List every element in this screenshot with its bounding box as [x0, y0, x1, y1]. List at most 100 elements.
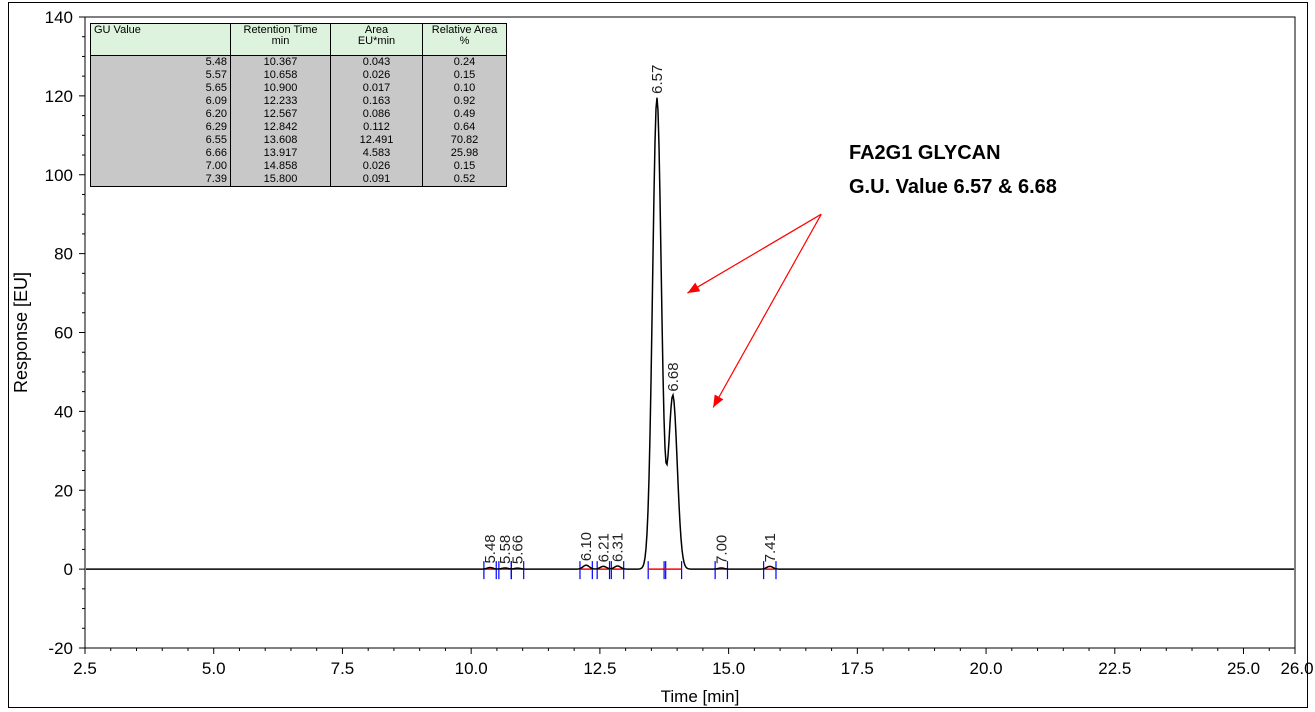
x-tick-label: 20.0 — [970, 659, 1003, 678]
table-row: 6.66 13.917 4.583 25.98 — [90, 147, 507, 160]
cell-rt: 15.800 — [230, 173, 331, 187]
peak-label: 6.57 — [649, 65, 666, 94]
table-row: 6.55 13.608 12.491 70.82 — [90, 134, 507, 147]
y-axis-title: Response [EU] — [11, 272, 31, 393]
y-tick-label: 80 — [54, 245, 73, 264]
peak-label: 7.41 — [762, 533, 779, 562]
x-tick-label: 17.5 — [841, 659, 874, 678]
cell-area: 0.091 — [330, 173, 423, 187]
y-tick-label: 120 — [45, 87, 73, 106]
header-area: Area EU*min — [330, 23, 423, 56]
table-row: 6.29 12.842 0.112 0.64 — [90, 121, 507, 134]
cell-gu: 7.39 — [90, 173, 231, 187]
x-tick-label: 12.5 — [583, 659, 616, 678]
y-tick-label: 100 — [45, 166, 73, 185]
peak-label: 6.68 — [665, 362, 682, 391]
cell-gu: 5.65 — [90, 82, 231, 95]
header-retention-time-label: Retention Time — [243, 24, 318, 36]
x-tick-label: 2.5 — [73, 659, 97, 678]
x-tick-label: 7.5 — [331, 659, 355, 678]
x-tick-label: 15.0 — [712, 659, 745, 678]
table-row: 7.39 15.800 0.091 0.52 — [90, 173, 507, 187]
cell-area: 0.112 — [330, 121, 423, 134]
cell-gu: 5.48 — [90, 55, 231, 69]
y-tick-label: 20 — [54, 481, 73, 500]
annotation-subtitle: G.U. Value 6.57 & 6.68 — [849, 176, 1057, 198]
x-tick-label: 22.5 — [1098, 659, 1131, 678]
table-header-row: GU Value Retention Time min Area EU*min … — [90, 23, 507, 56]
peak-label: 5.58 — [497, 535, 514, 564]
peak-label: 5.66 — [510, 535, 527, 564]
cell-rel-area: 0.15 — [422, 69, 507, 82]
y-tick-label: 140 — [45, 8, 73, 27]
peak-label: 5.48 — [482, 534, 499, 563]
table-row: 5.48 10.367 0.043 0.24 — [90, 55, 507, 69]
cell-area: 0.163 — [330, 95, 423, 108]
peak-label: 6.31 — [610, 533, 627, 562]
annotation-arrow-head — [687, 282, 701, 294]
cell-gu: 5.57 — [90, 69, 231, 82]
header-relative-area-unit: % — [459, 35, 470, 47]
cell-rt: 12.567 — [230, 108, 331, 121]
cell-rt: 12.233 — [230, 95, 331, 108]
header-retention-time: Retention Time min — [230, 23, 331, 56]
peak-labels: 5.485.585.66 6.10 6.216.31 6.57 6.68 7.00 7.41 — [482, 65, 779, 564]
cell-rt: 13.917 — [230, 147, 331, 160]
cell-gu: 6.09 — [90, 95, 231, 108]
peak-label: 6.21 — [595, 533, 612, 562]
cell-rel-area: 25.98 — [422, 147, 507, 160]
cell-rt: 10.658 — [230, 69, 331, 82]
cell-rel-area: 0.49 — [422, 108, 507, 121]
header-gu-value: GU Value — [90, 23, 231, 56]
chart-frame — [8, 2, 1308, 708]
cell-area: 0.043 — [330, 55, 423, 69]
cell-rel-area: 0.15 — [422, 160, 507, 173]
table-row: 7.00 14.858 0.026 0.15 — [90, 160, 507, 173]
x-tick-label: 5.0 — [202, 659, 226, 678]
cell-rel-area: 0.64 — [422, 121, 507, 134]
table-row: 5.65 10.900 0.017 0.10 — [90, 82, 507, 95]
annotation-title: FA2G1 GLYCAN — [849, 142, 1001, 164]
cell-gu: 6.29 — [90, 121, 231, 134]
annotation-arrow-line — [687, 213, 822, 294]
trace — [86, 97, 1294, 570]
cell-gu: 6.66 — [90, 147, 231, 160]
x-tick-label: 10.0 — [455, 659, 488, 678]
cell-rel-area: 0.92 — [422, 95, 507, 108]
peak-table: GU Value Retention Time min Area EU*min … — [90, 23, 507, 187]
cell-area: 0.086 — [330, 108, 423, 121]
annotation-arrow-line — [712, 213, 822, 408]
header-relative-area: Relative Area % — [422, 23, 507, 56]
y-tick-label: 40 — [54, 402, 73, 421]
cell-rel-area: 0.24 — [422, 55, 507, 69]
header-area-label: Area — [364, 24, 389, 36]
cell-rel-area: 0.52 — [422, 173, 507, 187]
cell-rel-area: 0.10 — [422, 82, 507, 95]
x-tick-label: 25.0 — [1227, 659, 1260, 678]
chromatogram-trace — [86, 97, 1294, 570]
header-retention-time-unit: min — [271, 35, 290, 47]
cell-rt: 13.608 — [230, 134, 331, 147]
annotation-arrow-head — [713, 394, 724, 408]
cell-rel-area: 70.82 — [422, 134, 507, 147]
cell-rt: 10.367 — [230, 55, 331, 69]
integration-marks — [483, 561, 777, 580]
cell-rt: 12.842 — [230, 121, 331, 134]
x-tick-label: 26.0 — [1280, 659, 1313, 678]
table-row: 6.20 12.567 0.086 0.49 — [90, 108, 507, 121]
y-tick-label: 60 — [54, 324, 73, 343]
annotation-arrows — [687, 213, 822, 408]
cell-gu: 6.55 — [90, 134, 231, 147]
cell-gu: 6.20 — [90, 108, 231, 121]
peak-label: 7.00 — [713, 535, 730, 564]
x-axis-title: Time [min] — [661, 687, 740, 706]
cell-rt: 10.900 — [230, 82, 331, 95]
cell-area: 0.017 — [330, 82, 423, 95]
peak-label: 6.10 — [578, 532, 595, 561]
y-tick-label: 0 — [64, 560, 73, 579]
cell-area: 0.026 — [330, 160, 423, 173]
cell-area: 12.491 — [330, 134, 423, 147]
cell-gu: 7.00 — [90, 160, 231, 173]
cell-rt: 14.858 — [230, 160, 331, 173]
